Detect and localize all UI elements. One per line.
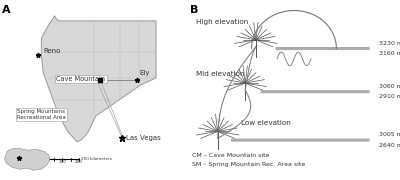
Text: Cave Mountain: Cave Mountain: [56, 76, 106, 82]
Text: Ely: Ely: [139, 70, 150, 76]
Text: Spring Mountains
Recreational Area: Spring Mountains Recreational Area: [17, 109, 66, 120]
Text: 3005 m (CM): 3005 m (CM): [379, 132, 400, 137]
Text: 2910 m (SM): 2910 m (SM): [379, 94, 400, 99]
Text: 3160 m (SM): 3160 m (SM): [379, 51, 400, 56]
Text: Low elevation: Low elevation: [241, 120, 291, 126]
Text: 200: 200: [75, 160, 83, 165]
Polygon shape: [41, 16, 156, 142]
Text: 2640 m (SM): 2640 m (SM): [379, 143, 400, 148]
Text: 0: 0: [44, 160, 46, 165]
Text: B: B: [190, 5, 198, 15]
Text: A: A: [2, 5, 10, 15]
Text: 100: 100: [58, 160, 66, 165]
Text: High elevation: High elevation: [196, 19, 249, 25]
Text: 200 kilometers: 200 kilometers: [81, 157, 112, 161]
Text: CM – Cave Mountain site: CM – Cave Mountain site: [192, 153, 270, 158]
Text: Las Vegas: Las Vegas: [126, 135, 161, 141]
Text: 3230 m (CM): 3230 m (CM): [379, 41, 400, 46]
Text: SM – Spring Mountain Rec. Area site: SM – Spring Mountain Rec. Area site: [192, 162, 306, 167]
Polygon shape: [5, 149, 50, 170]
Text: Reno: Reno: [43, 48, 61, 54]
Text: 3060 m (CM): 3060 m (CM): [379, 84, 400, 89]
Text: Mid elevation: Mid elevation: [196, 71, 245, 77]
